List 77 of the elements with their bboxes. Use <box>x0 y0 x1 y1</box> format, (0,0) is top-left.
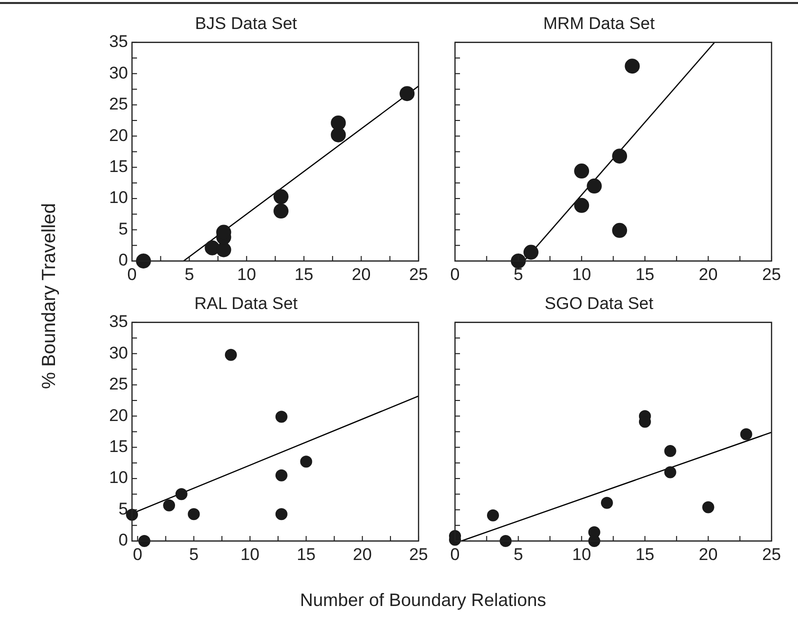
point <box>188 508 200 520</box>
point <box>523 244 538 260</box>
x-tick-label: 20 <box>698 264 718 284</box>
y-tick-label: 0 <box>118 250 128 270</box>
y-tick-label: 35 <box>109 32 128 52</box>
point <box>486 509 499 522</box>
point <box>224 348 237 361</box>
x-tick-label: 0 <box>450 544 460 564</box>
point <box>138 535 150 547</box>
point <box>574 198 590 213</box>
x-tick-label: 20 <box>352 544 372 564</box>
point <box>586 178 602 194</box>
point <box>500 535 512 547</box>
x-tick-label: 5 <box>189 544 199 564</box>
point <box>175 488 188 500</box>
point <box>612 148 628 164</box>
point <box>588 535 600 547</box>
point <box>664 466 676 478</box>
x-tick-label: 0 <box>132 544 142 564</box>
y-tick-label: 5 <box>118 219 128 238</box>
point <box>274 189 289 204</box>
y-axis-title: % Boundary Travelled <box>39 202 61 391</box>
x-tick-label: 20 <box>352 264 371 284</box>
y-tick-label: 5 <box>118 499 128 518</box>
x-tick-label: 10 <box>572 544 592 564</box>
x-tick-label: 15 <box>296 544 316 564</box>
x-tick-label: 15 <box>294 264 314 284</box>
point <box>740 428 752 440</box>
point <box>274 204 289 219</box>
y-tick-label: 35 <box>109 312 128 332</box>
point <box>574 164 590 179</box>
x-tick-label: 5 <box>514 544 524 564</box>
chart-title: MRM Data Set <box>543 14 656 33</box>
point <box>163 499 176 512</box>
point <box>400 86 415 102</box>
x-tick-label: 5 <box>514 264 524 284</box>
x-tick-label: 25 <box>409 544 428 564</box>
x-tick-label: 25 <box>762 544 782 564</box>
point <box>275 410 288 423</box>
y-tick-label: 15 <box>109 437 128 456</box>
point <box>612 222 628 238</box>
point <box>216 242 232 258</box>
point <box>275 469 288 482</box>
chart-title: RAL Data Set <box>194 294 298 313</box>
x-tick-label: 25 <box>409 264 428 284</box>
point <box>624 58 640 74</box>
y-tick-label: 0 <box>118 530 128 550</box>
y-tick-label: 10 <box>109 468 128 488</box>
point <box>126 508 138 521</box>
point <box>136 254 151 268</box>
x-axis-title: Number of Boundary Relations <box>300 590 546 611</box>
y-tick-label: 20 <box>109 406 128 425</box>
point <box>330 115 346 130</box>
y-tick-label: 30 <box>109 343 128 362</box>
point <box>600 496 613 509</box>
x-tick-label: 0 <box>450 264 460 284</box>
y-tick-label: 15 <box>109 157 128 176</box>
y-tick-label: 30 <box>109 63 128 82</box>
point <box>664 445 676 458</box>
x-tick-label: 15 <box>635 544 654 564</box>
y-tick-label: 10 <box>109 188 128 208</box>
chart-title: SGO Data Set <box>544 294 654 313</box>
point <box>510 254 526 268</box>
x-tick-label: 10 <box>240 544 260 564</box>
point <box>702 501 714 514</box>
y-tick-label: 20 <box>109 126 128 145</box>
x-tick-label: 10 <box>572 264 592 284</box>
chart-title: BJS Data Set <box>194 14 298 33</box>
x-tick-label: 20 <box>698 544 718 564</box>
x-tick-label: 5 <box>184 264 194 284</box>
x-tick-label: 10 <box>237 264 256 284</box>
x-tick-label: 25 <box>762 264 782 284</box>
point <box>275 508 288 520</box>
y-tick-label: 25 <box>109 94 128 114</box>
y-tick-label: 25 <box>109 374 128 394</box>
x-tick-label: 15 <box>635 264 654 284</box>
point <box>300 456 312 468</box>
